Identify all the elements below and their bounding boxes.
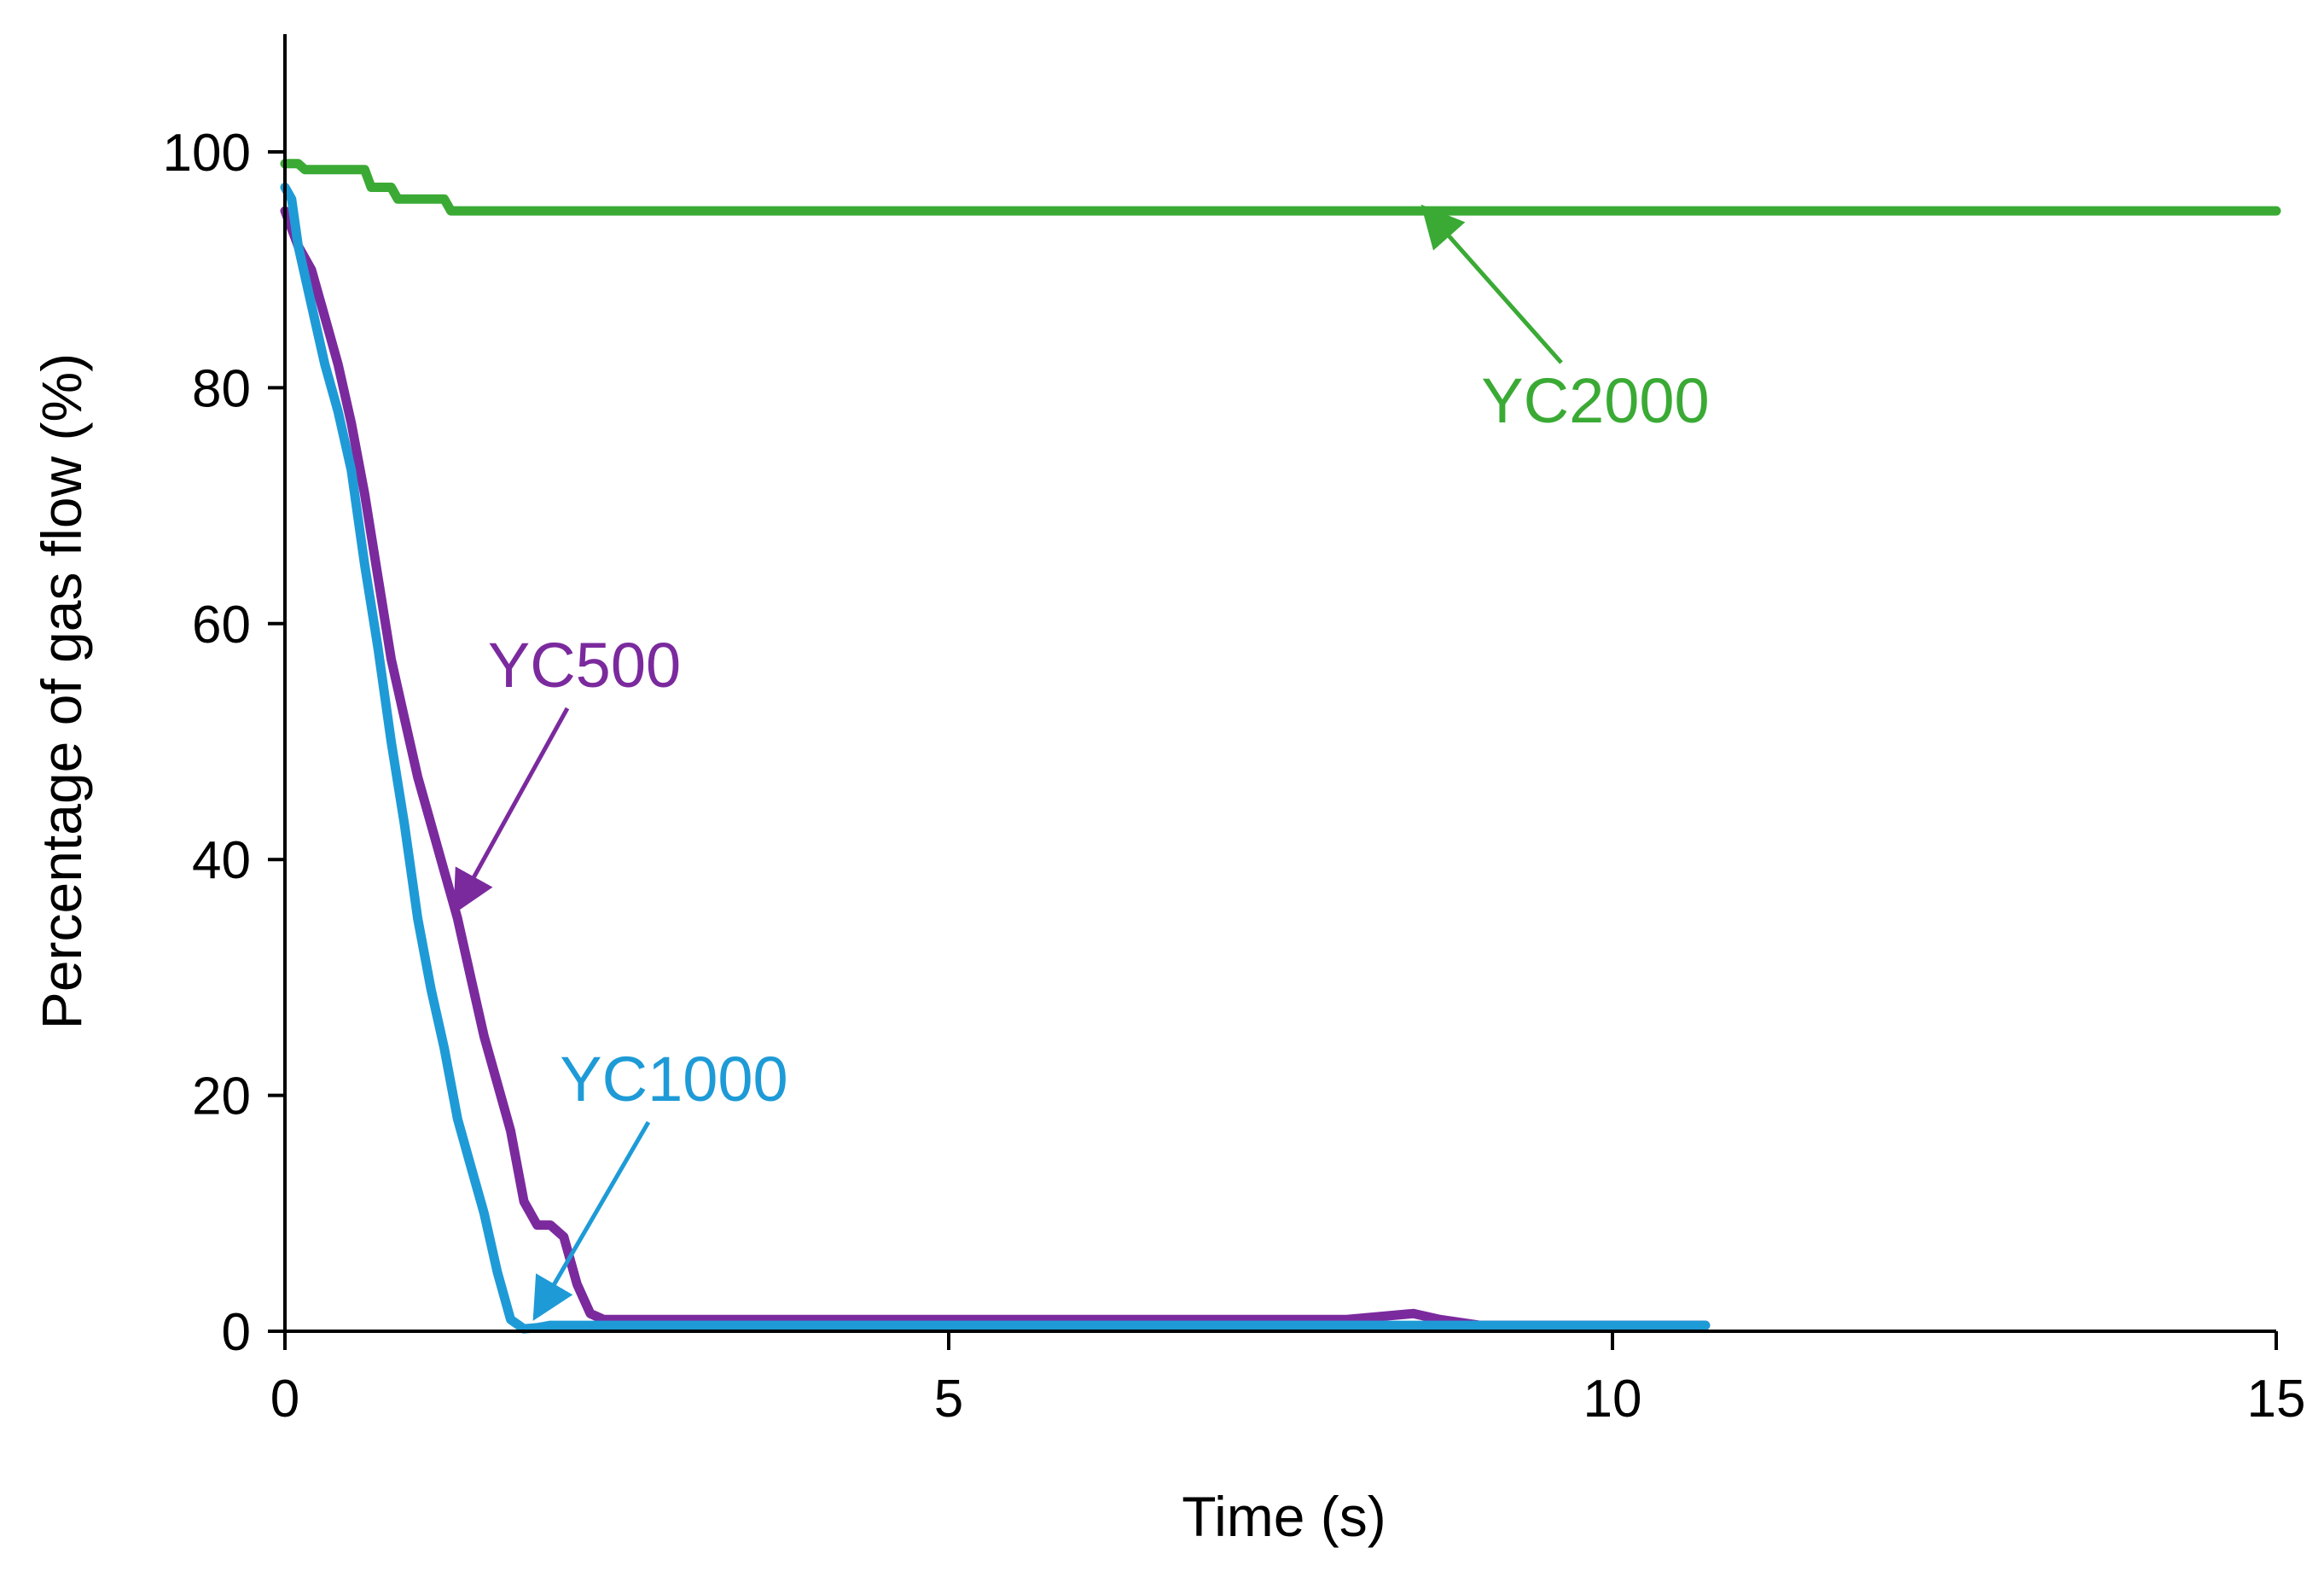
series-layer (280, 159, 2281, 1334)
y-tick-label: 100 (163, 124, 251, 183)
series-line-yc2000 (280, 159, 2281, 216)
y-tick-label: 0 (222, 1303, 251, 1362)
x-axis-title: Time (s) (1182, 1485, 1386, 1548)
y-tick-label: 40 (192, 831, 251, 890)
y-tick-label: 20 (192, 1068, 251, 1126)
y-tick-label: 80 (192, 359, 251, 418)
series-line-yc1000 (280, 183, 1711, 1334)
annotation-label-yc500: YC500 (488, 630, 681, 701)
series-line-yc500 (280, 206, 1711, 1330)
annotation-layer: YC2000 YC500 YC1000 (453, 204, 1710, 1321)
x-tick-label: 15 (2247, 1370, 2306, 1429)
axes-layer: 0 20 40 60 80 100 0 5 10 15 (163, 34, 2306, 1429)
y-tick-label: 60 (192, 596, 251, 655)
annotation-arrow-yc2000 (1421, 204, 1563, 364)
annotation-label-yc2000: YC2000 (1481, 365, 1709, 436)
y-axis-title: Percentage of gas flow (%) (30, 353, 93, 1029)
annotation-arrow-yc1000 (532, 1120, 651, 1321)
x-tick-label: 0 (270, 1370, 299, 1429)
x-tick-label: 5 (934, 1370, 963, 1429)
annotation-label-yc1000: YC1000 (560, 1044, 787, 1114)
x-tick-label: 10 (1583, 1370, 1642, 1429)
annotation-arrow-yc500 (453, 707, 570, 915)
